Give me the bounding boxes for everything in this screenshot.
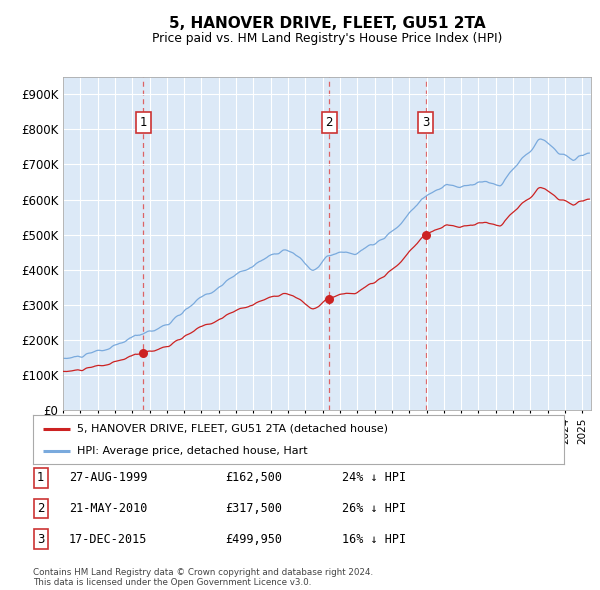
Text: 24% ↓ HPI: 24% ↓ HPI bbox=[342, 471, 406, 484]
Text: £317,500: £317,500 bbox=[225, 502, 282, 515]
Text: HPI: Average price, detached house, Hart: HPI: Average price, detached house, Hart bbox=[77, 446, 307, 456]
Text: 17-DEC-2015: 17-DEC-2015 bbox=[69, 533, 148, 546]
Text: 1: 1 bbox=[140, 116, 147, 129]
Text: 5, HANOVER DRIVE, FLEET, GU51 2TA: 5, HANOVER DRIVE, FLEET, GU51 2TA bbox=[169, 16, 485, 31]
Text: 16% ↓ HPI: 16% ↓ HPI bbox=[342, 533, 406, 546]
Text: £162,500: £162,500 bbox=[225, 471, 282, 484]
Text: 27-AUG-1999: 27-AUG-1999 bbox=[69, 471, 148, 484]
Text: Contains HM Land Registry data © Crown copyright and database right 2024.
This d: Contains HM Land Registry data © Crown c… bbox=[33, 568, 373, 587]
Text: Price paid vs. HM Land Registry's House Price Index (HPI): Price paid vs. HM Land Registry's House … bbox=[152, 32, 502, 45]
Text: 2: 2 bbox=[326, 116, 333, 129]
Text: £499,950: £499,950 bbox=[225, 533, 282, 546]
Text: 26% ↓ HPI: 26% ↓ HPI bbox=[342, 502, 406, 515]
Text: 3: 3 bbox=[422, 116, 430, 129]
Text: 5, HANOVER DRIVE, FLEET, GU51 2TA (detached house): 5, HANOVER DRIVE, FLEET, GU51 2TA (detac… bbox=[77, 424, 388, 434]
Text: 21-MAY-2010: 21-MAY-2010 bbox=[69, 502, 148, 515]
Text: 3: 3 bbox=[37, 533, 44, 546]
Text: 1: 1 bbox=[37, 471, 44, 484]
Text: 2: 2 bbox=[37, 502, 44, 515]
